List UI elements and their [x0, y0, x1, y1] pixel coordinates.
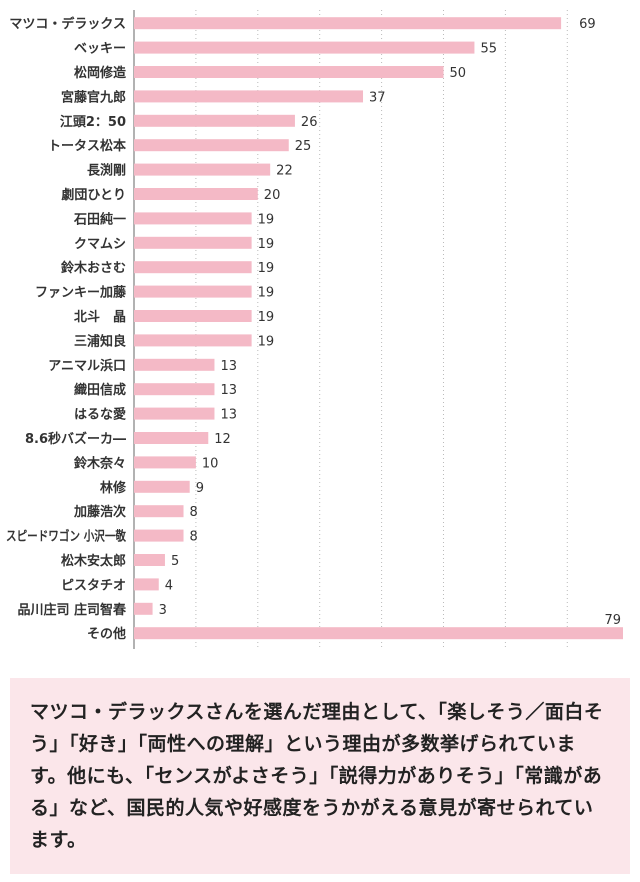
bar	[134, 578, 159, 591]
category-label: 北斗 晶	[74, 310, 126, 325]
bar	[134, 163, 271, 176]
data-label: 26	[301, 115, 318, 130]
data-label: 19	[258, 261, 275, 276]
chart-gridlines	[195, 10, 568, 649]
data-label: 8	[190, 530, 198, 545]
category-label: アニマル浜口	[48, 358, 126, 374]
data-label: 25	[295, 139, 312, 154]
data-label: 9	[196, 481, 204, 496]
data-label: 19	[258, 310, 275, 325]
category-label: マツコ・デラックス	[9, 16, 126, 32]
bar	[134, 310, 252, 322]
category-label: 松岡修造	[74, 65, 127, 81]
category-label: 8.6秒バズーカ―	[25, 431, 126, 447]
bar	[134, 334, 252, 347]
bar	[134, 505, 184, 518]
data-label: 10	[202, 456, 219, 471]
data-label: 19	[258, 212, 275, 227]
data-label: 13	[220, 383, 237, 398]
category-label: ベッキー	[74, 42, 126, 57]
category-label: 加藤浩次	[73, 504, 126, 520]
bar	[134, 236, 252, 249]
data-label: 55	[480, 42, 497, 57]
data-label: 20	[264, 188, 281, 203]
bar	[134, 66, 444, 78]
data-label: 37	[369, 90, 386, 105]
data-label: 5	[171, 554, 179, 569]
bar	[134, 212, 252, 225]
category-label: はるな愛	[74, 407, 126, 423]
bar	[134, 261, 252, 274]
bar	[134, 188, 258, 200]
category-label: 松木安太郎	[61, 553, 126, 569]
bar	[134, 602, 153, 615]
category-label: ピスタチオ	[61, 578, 126, 593]
data-label: 50	[449, 66, 466, 81]
data-label: 19	[258, 286, 275, 301]
category-label: 三浦知良	[74, 333, 126, 349]
chart-bars: マツコ・デラックス 69 ベッキー 55 松岡修造 50 宮藤官九郎 37 江頭2：50 26 トー…	[6, 16, 623, 642]
bar	[134, 139, 289, 152]
bar	[134, 285, 252, 298]
category-label: 林修	[100, 480, 127, 496]
data-label: 3	[159, 603, 167, 618]
data-label: 69	[579, 17, 596, 32]
bar	[134, 554, 165, 566]
data-label: 4	[165, 578, 173, 593]
category-label: 江頭2：50	[60, 114, 126, 130]
bar	[134, 17, 562, 30]
category-label: 劇団ひとり	[61, 187, 126, 203]
commentary-text: マツコ・デラックスさんを選んだ理由として、「楽しそう／面白そう」「好き」「両性へ…	[30, 701, 604, 851]
data-label: 12	[214, 432, 231, 447]
data-label: 19	[258, 237, 275, 252]
bar	[134, 407, 215, 420]
category-label: 織田信成	[74, 382, 126, 398]
bar	[134, 90, 364, 103]
bar	[134, 456, 196, 469]
commentary-box: マツコ・デラックスさんを選んだ理由として、「楽しそう／面白そう」「好き」「両性へ…	[10, 678, 630, 874]
data-label: 13	[220, 408, 237, 423]
bar	[134, 432, 209, 444]
category-label: その他	[87, 626, 126, 642]
bar	[134, 383, 215, 396]
bar	[134, 627, 623, 640]
category-label: ファンキー加藤	[35, 285, 127, 301]
bar	[134, 41, 475, 54]
bar-chart: マツコ・デラックス 69 ベッキー 55 松岡修造 50 宮藤官九郎 37 江頭2：50 26 トー…	[6, 10, 623, 649]
data-label: 22	[276, 164, 293, 179]
category-label: 石田純一	[73, 211, 126, 227]
category-label: トータス松本	[48, 138, 126, 154]
category-label: 長渕剛	[87, 163, 126, 179]
data-label: 13	[220, 359, 237, 374]
bar	[134, 358, 215, 371]
bar	[134, 529, 184, 542]
bar	[134, 480, 190, 493]
category-label: 品川庄司 庄司智春	[17, 602, 127, 618]
category-label: 鈴木おさむ	[61, 260, 126, 276]
category-label: 宮藤官九郎	[61, 89, 126, 105]
category-label: 鈴木奈々	[74, 455, 126, 471]
category-label: クマムシ	[74, 237, 126, 252]
data-label: 8	[190, 505, 198, 520]
bar	[134, 114, 295, 127]
data-label: 19	[258, 334, 275, 349]
data-label: 79	[604, 613, 621, 628]
category-label: スピードワゴン 小沢一敬	[6, 529, 127, 545]
